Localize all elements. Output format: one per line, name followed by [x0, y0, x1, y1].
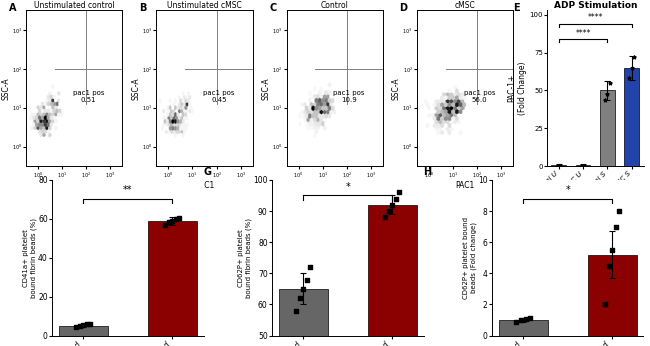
Point [600, 97, 610, 102]
Bar [551, 165, 566, 166]
Point [627, 65, 637, 71]
Y-axis label: PAC-1+
(Fold Change): PAC-1+ (Fold Change) [507, 62, 526, 115]
Y-axis label: SSC-A: SSC-A [131, 77, 140, 100]
Point [294, 295, 305, 301]
Point [82, 321, 92, 327]
Point [511, 319, 521, 325]
Point [603, 91, 613, 96]
Title: ADP Stimulation: ADP Stimulation [554, 1, 637, 10]
Point [174, 215, 185, 221]
Point [607, 247, 618, 253]
Text: pac1 pos
56.0: pac1 pos 56.0 [463, 90, 495, 102]
Bar [625, 68, 639, 166]
X-axis label: PAC1: PAC1 [195, 181, 214, 190]
Point [167, 218, 177, 224]
Point [614, 208, 625, 214]
Y-axis label: CD41a+ platelet
bound fibrin beads (%): CD41a+ platelet bound fibrin beads (%) [23, 218, 36, 298]
Y-axis label: SSC-A: SSC-A [392, 77, 401, 100]
Point [600, 302, 610, 307]
Text: A: A [8, 3, 16, 12]
Text: ****: **** [575, 29, 591, 38]
Text: C: C [269, 3, 276, 12]
Bar [499, 320, 548, 336]
X-axis label: PAC1: PAC1 [64, 181, 84, 190]
Title: Unstimulated control: Unstimulated control [34, 1, 114, 10]
Point [306, 264, 316, 270]
Text: B: B [139, 3, 146, 12]
Point [387, 202, 397, 208]
Point [610, 224, 621, 229]
Bar [368, 205, 417, 346]
Bar [148, 221, 197, 336]
Point [171, 216, 181, 221]
Point [384, 208, 394, 214]
Point [164, 219, 174, 225]
Y-axis label: SSC-A: SSC-A [1, 77, 10, 100]
Text: pac1 pos
0.45: pac1 pos 0.45 [203, 90, 235, 102]
Text: H: H [424, 167, 432, 177]
Bar [59, 326, 108, 336]
Text: **: ** [123, 185, 133, 195]
Point [624, 76, 634, 81]
Y-axis label: SSC-A: SSC-A [262, 77, 271, 100]
Point [391, 196, 401, 201]
Point [75, 323, 85, 329]
Text: *: * [345, 182, 350, 192]
Point [380, 215, 390, 220]
Text: pac1 pos
10.9: pac1 pos 10.9 [333, 90, 365, 102]
Point [298, 286, 309, 292]
Bar [588, 255, 636, 336]
Text: ****: **** [588, 13, 603, 22]
X-axis label: PAC1: PAC1 [456, 181, 474, 190]
Text: D: D [399, 3, 408, 12]
Title: Control: Control [321, 1, 348, 10]
Point [394, 190, 404, 195]
Point [85, 321, 96, 327]
Title: cMSC: cMSC [454, 1, 475, 10]
Text: *: * [566, 185, 570, 195]
Point [160, 222, 170, 227]
Point [515, 317, 526, 323]
Point [603, 263, 614, 268]
Bar [279, 289, 328, 346]
Point [525, 316, 536, 321]
Bar [576, 165, 590, 166]
X-axis label: PAC1: PAC1 [325, 181, 344, 190]
Point [629, 54, 640, 60]
Y-axis label: CD62P+ platelet
bound fibrin beads (%): CD62P+ platelet bound fibrin beads (%) [239, 218, 252, 298]
Bar [600, 91, 615, 166]
Title: Unstimulated cMSC: Unstimulated cMSC [167, 1, 242, 10]
Text: E: E [514, 3, 520, 12]
Point [78, 322, 88, 328]
Text: pac1 pos
0.51: pac1 pos 0.51 [73, 90, 105, 102]
Point [521, 317, 531, 322]
Text: G: G [203, 167, 212, 177]
Point [71, 324, 81, 330]
Point [291, 308, 302, 313]
Y-axis label: CD62P+ platelet bound
beads (Fold change): CD62P+ platelet bound beads (Fold change… [463, 217, 476, 299]
Point [302, 277, 312, 282]
Point [604, 80, 615, 86]
